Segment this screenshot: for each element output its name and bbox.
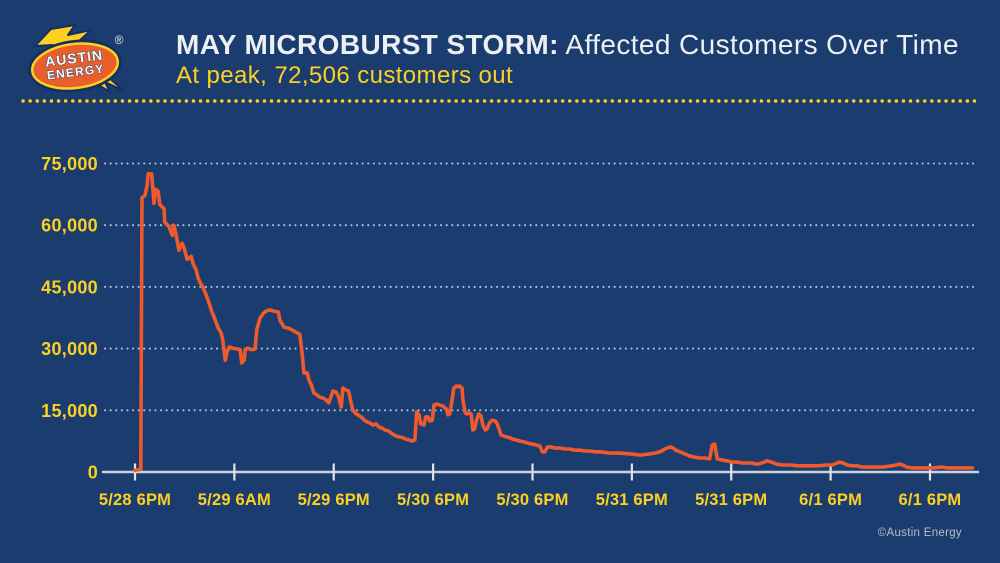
x-tick-label: 5/31 6PM	[596, 491, 668, 509]
x-tick-label: 5/31 6PM	[695, 491, 767, 509]
y-tick-label: 60,000	[41, 216, 98, 236]
logo-text-austin: AUSTIN	[44, 47, 104, 70]
x-tick-label: 5/30 6PM	[397, 491, 469, 509]
x-tick-label: 5/28 6PM	[99, 491, 171, 509]
y-tick-label: 0	[88, 463, 98, 483]
registered-trademark-icon: ®	[115, 33, 124, 47]
outage-series-line	[133, 172, 975, 473]
x-tick-label: 6/1 6PM	[899, 491, 962, 509]
peak-annotation: At peak, 72,506 customers out	[176, 62, 514, 89]
x-tick-label: 5/29 6AM	[198, 491, 271, 509]
x-tick-label: 5/30 6PM	[496, 491, 568, 509]
y-tick-label: 45,000	[41, 277, 98, 297]
page-title: MAY MICROBURST STORM: Affected Customers…	[176, 31, 959, 59]
x-tick-label: 6/1 6PM	[799, 491, 862, 509]
page-title-rest: Affected Customers Over Time	[558, 29, 959, 60]
y-tick-label: 75,000	[41, 154, 98, 174]
y-tick-label: 30,000	[41, 339, 98, 359]
page-title-emphasis: MAY MICROBURST STORM:	[176, 29, 559, 60]
dotted-separator	[21, 99, 977, 103]
y-tick-label: 15,000	[41, 401, 98, 421]
logo-oval: AUSTIN ENERGY	[28, 39, 122, 93]
x-tick-label: 5/29 6PM	[298, 491, 370, 509]
austin-energy-logo: AUSTIN ENERGY ®	[28, 24, 125, 93]
copyright-note: ©Austin Energy	[877, 527, 962, 539]
